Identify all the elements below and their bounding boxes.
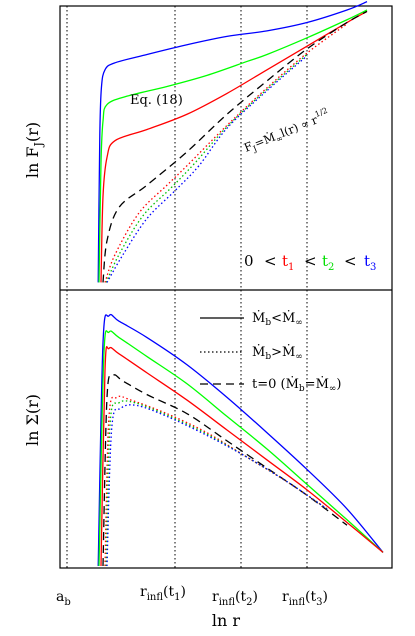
lt-sign-1: <	[264, 252, 277, 270]
bottom-series-3	[102, 374, 348, 567]
tick-label-ab: ab	[56, 589, 71, 608]
tick-label-rinfl-t2: rinfl(t2)	[212, 589, 258, 608]
bottom-series-2	[100, 346, 384, 567]
bottom-series-5	[105, 400, 328, 567]
tick-label-rinfl-t1: rinfl(t1)	[140, 584, 186, 603]
top-series-0	[97, 1, 368, 283]
tick-label-rinfl-t3: rinfl(t3)	[282, 589, 328, 608]
bottom-series-0	[97, 313, 384, 567]
top-series-3	[102, 10, 368, 283]
line-style-legend: Ṁb<Ṁ∞ Ṁb>Ṁ∞ t=0 (Ṁb=Ṁ∞)	[200, 309, 341, 394]
top-series-5	[105, 53, 308, 283]
t2-label: t2	[322, 252, 334, 273]
bottom-panel-curves	[97, 313, 384, 567]
t3-label: t3	[364, 252, 376, 273]
top-panel-curves	[97, 1, 368, 283]
top-series-6	[106, 55, 308, 283]
t1-label: t1	[282, 252, 294, 273]
reference-lines	[66, 6, 308, 568]
top-ylabel: ln FJ(r)	[23, 122, 45, 178]
bottom-series-6	[106, 404, 328, 567]
x-axis-label: ln r	[212, 611, 241, 630]
top-series-2	[100, 10, 368, 283]
lt-sign-3: <	[344, 252, 357, 270]
time-zero: 0	[244, 252, 254, 270]
top-series-1	[98, 9, 368, 283]
bottom-ylabel: ln Σ(r)	[23, 394, 42, 446]
bottom-series-1	[98, 330, 384, 567]
time-order-legend: 0 < t1 < t2 < t3	[244, 252, 376, 273]
eq-18-annotation: Eq. (18)	[130, 93, 183, 108]
top-series-4	[104, 23, 348, 283]
lt-sign-2: <	[304, 252, 317, 270]
asymptote-annotation: FJ=Ṁ∞l(r) ∝ r1/2	[241, 106, 332, 157]
legend-dotted-text: Ṁb>Ṁ∞	[252, 343, 303, 362]
legend-dashed-text: t=0 (Ṁb=Ṁ∞)	[252, 375, 341, 394]
plot-frame	[59, 5, 393, 569]
legend-solid-text: Ṁb<Ṁ∞	[252, 309, 303, 328]
x-tick-labels: ab rinfl(t1) rinfl(t2) rinfl(t3)	[56, 584, 328, 608]
